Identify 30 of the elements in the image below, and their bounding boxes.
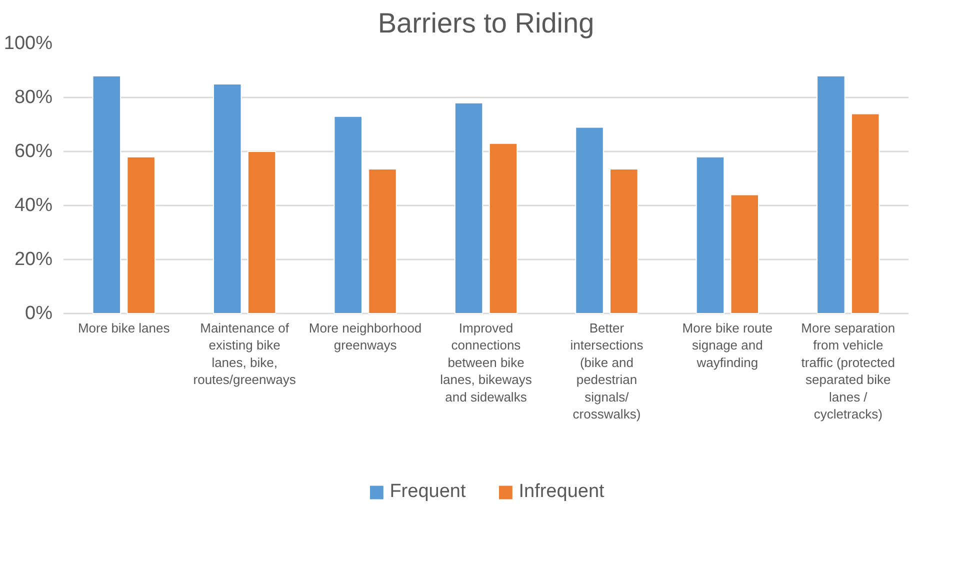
legend-label: Frequent — [390, 481, 466, 503]
legend-label: Infrequent — [518, 481, 604, 503]
bar — [816, 75, 846, 314]
bar — [610, 168, 638, 314]
y-tick-label: 60% — [14, 141, 53, 162]
bar — [92, 75, 122, 314]
bar — [454, 102, 484, 314]
y-tick-label: 0% — [25, 303, 53, 324]
x-tick-label: Improved connections between bike lanes, bikeways and sidewalks — [440, 320, 532, 404]
x-tick-label: Better intersections (bike and pedestrian signals/ crosswalks) — [570, 320, 644, 422]
x-tick-label: More separation from vehicle traffic (protected separated bike lanes / cycletracks) — [801, 320, 896, 422]
x-tick-label: More neighborhood greenways — [308, 320, 422, 352]
bar — [488, 142, 518, 314]
x-tick-label: More bike route signage and wayfinding — [682, 320, 773, 370]
chart-title: Barriers to Riding — [378, 8, 594, 38]
bar — [850, 113, 880, 314]
y-tick-label: 40% — [14, 195, 53, 216]
bar — [730, 194, 760, 314]
bar — [212, 84, 242, 314]
y-tick-label: 20% — [14, 249, 53, 270]
x-tick-label: More bike lanes — [78, 320, 170, 336]
bar — [696, 156, 725, 314]
bar — [368, 168, 397, 314]
y-tick-label: 80% — [14, 87, 53, 108]
bar — [334, 116, 362, 314]
bar — [247, 151, 276, 314]
x-tick-label: Maintenance of existing bike lanes, bike, routes/greenways — [193, 320, 296, 387]
bar — [575, 126, 604, 314]
y-tick-label: 100% — [4, 33, 53, 54]
bar — [126, 156, 156, 314]
